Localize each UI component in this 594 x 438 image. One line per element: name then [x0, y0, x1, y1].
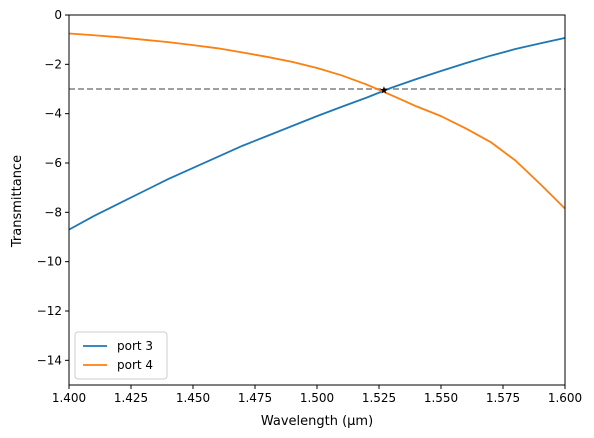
legend-label: port 4 — [117, 358, 153, 372]
y-tick-label: −12 — [37, 304, 62, 318]
series-line-port-4 — [69, 32, 565, 210]
y-tick-label: −14 — [37, 353, 62, 367]
y-axis-label: Transmittance — [10, 155, 25, 248]
x-tick-label: 1.525 — [362, 391, 396, 405]
y-tick-label: −2 — [44, 57, 62, 71]
x-tick-label: 1.400 — [52, 391, 86, 405]
x-tick-label: 1.575 — [486, 391, 520, 405]
y-tick-label: −8 — [44, 205, 62, 219]
series-line-port-3 — [69, 37, 565, 231]
x-tick-label: 1.600 — [548, 391, 582, 405]
plot-area — [69, 32, 565, 231]
legend: port 3 port 4 — [74, 331, 168, 380]
legend-box — [74, 331, 168, 380]
axes: 1.400 1.425 1.450 1.475 1.500 1.525 1.550 1.575… — [37, 8, 583, 405]
x-axis-label: Wavelength (μm) — [261, 414, 373, 429]
crossing-star-marker — [380, 86, 388, 94]
x-tick-label: 1.450 — [176, 391, 210, 405]
y-tick-label: −4 — [44, 107, 62, 121]
y-tick-label: −10 — [37, 255, 62, 269]
x-tick-label: 1.425 — [114, 391, 148, 405]
x-tick-label: 1.500 — [300, 391, 334, 405]
legend-label: port 3 — [117, 339, 153, 353]
y-tick-label: −6 — [44, 156, 62, 170]
x-tick-label: 1.550 — [424, 391, 458, 405]
x-tick-label: 1.475 — [238, 391, 272, 405]
y-tick-label: 0 — [54, 8, 62, 22]
